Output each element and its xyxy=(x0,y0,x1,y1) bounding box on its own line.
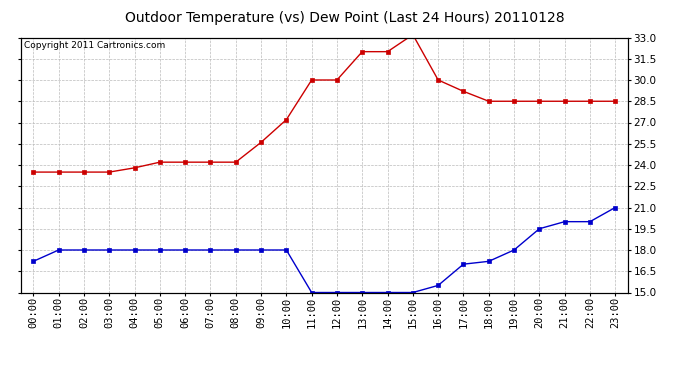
Text: Outdoor Temperature (vs) Dew Point (Last 24 Hours) 20110128: Outdoor Temperature (vs) Dew Point (Last… xyxy=(125,11,565,25)
Text: Copyright 2011 Cartronics.com: Copyright 2011 Cartronics.com xyxy=(23,41,165,50)
